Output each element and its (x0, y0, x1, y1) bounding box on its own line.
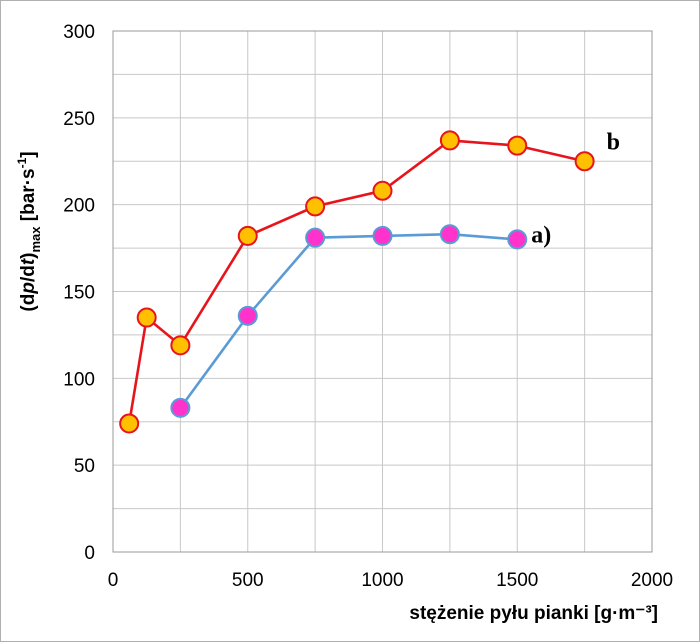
data-point (372, 180, 393, 201)
y-axis-title-open: (d (18, 294, 39, 312)
y-axis-title: (dp/dt)max [bar·s-1] (15, 151, 43, 311)
x-tick-labels: 0 500 1000 1500 2000 (108, 570, 673, 591)
series-name-label: b (607, 129, 620, 155)
x-tick-label: 0 (108, 570, 119, 591)
y-tick-label: 50 (74, 456, 95, 477)
x-tick-label: 500 (232, 570, 264, 591)
data-point (574, 151, 595, 172)
data-point (507, 135, 528, 156)
y-tick-label: 250 (63, 109, 95, 130)
data-point (439, 130, 460, 151)
series-line (127, 139, 585, 424)
data-point (305, 227, 326, 248)
series-labels: b a) (531, 129, 620, 248)
y-axis-title-p: p (18, 282, 39, 295)
x-tick-label: 2000 (631, 570, 673, 591)
y-tick-label: 300 (63, 22, 95, 43)
series-name-label: a) (531, 222, 551, 248)
data-point (136, 307, 157, 328)
data-point (237, 225, 258, 246)
plot-area (112, 30, 653, 553)
y-tick-label: 100 (63, 369, 95, 390)
data-point (305, 196, 326, 217)
y-tick-labels: 0 50 100 150 200 250 300 (63, 22, 95, 564)
y-axis-title-end: ] (18, 151, 39, 157)
y-axis-title-slash: /d (18, 265, 39, 282)
x-tick-label: 1000 (361, 570, 403, 591)
series-line (179, 232, 518, 409)
data-point (170, 397, 191, 418)
data-point (119, 413, 140, 434)
x-tick-label: 1500 (496, 570, 538, 591)
y-axis-title-subscript: max (28, 226, 43, 253)
y-tick-label: 0 (84, 543, 95, 564)
y-axis-title-unit: [bar·s (18, 168, 39, 226)
y-axis-title-exponent: -1 (15, 157, 29, 168)
data-point (170, 335, 191, 356)
y-axis-title-close: ) (18, 253, 39, 259)
y-tick-label: 150 (63, 283, 95, 304)
data-point (237, 305, 258, 326)
data-point (372, 225, 393, 246)
x-axis-title: stężenie pyłu pianki [g·m⁻³] (409, 603, 658, 624)
y-tick-label: 200 (63, 196, 95, 217)
gridlines (113, 31, 652, 552)
data-point (507, 229, 528, 250)
y-axis-title-t: t (18, 258, 39, 265)
data-point (439, 224, 460, 245)
series-layer (119, 130, 595, 434)
